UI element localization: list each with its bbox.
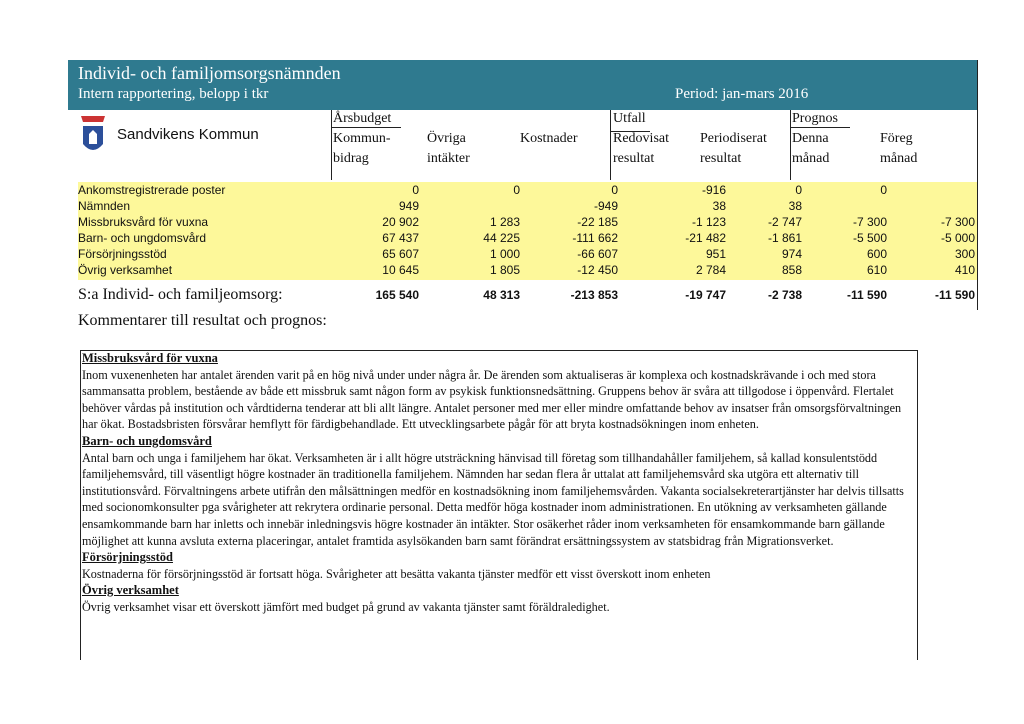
cell: 0 xyxy=(795,183,802,197)
cell: 1 805 xyxy=(489,263,520,277)
group-header: Årsbudget xyxy=(333,111,392,126)
cell: 610 xyxy=(866,263,887,277)
rule xyxy=(790,127,850,128)
section-text: Inom vuxenenheten har antalet ärenden va… xyxy=(82,367,902,432)
cell: 1 000 xyxy=(489,247,520,261)
cell: 48 313 xyxy=(483,288,520,302)
comments-box: Missbruksvård för vuxna Inom vuxenenheten… xyxy=(82,350,912,616)
period: Period: jan-mars 2016 xyxy=(675,86,809,102)
cell: -22 185 xyxy=(577,215,618,229)
cell: -1 123 xyxy=(691,215,726,229)
divider xyxy=(331,110,332,180)
divider xyxy=(977,60,978,310)
column-header: intäkter xyxy=(427,151,470,166)
cell: -2 747 xyxy=(767,215,802,229)
cell: -5 000 xyxy=(940,231,975,245)
cell: 0 xyxy=(880,183,887,197)
cell: -11 590 xyxy=(846,288,887,302)
column-header: resultat xyxy=(613,151,655,166)
cell: 600 xyxy=(866,247,887,261)
cell: 67 437 xyxy=(382,231,419,245)
row-label: Ankomstregistrerade poster xyxy=(78,183,226,197)
cell: 0 xyxy=(513,183,520,197)
column-header: månad xyxy=(880,151,918,166)
logo-name: Sandvikens Kommun xyxy=(117,126,259,143)
comments-title: Kommentarer till resultat och prognos: xyxy=(78,312,327,329)
row-label: S:a Individ- och familjeomsorg: xyxy=(78,286,283,303)
rule xyxy=(610,131,650,132)
cell: 0 xyxy=(611,183,618,197)
row-label: Försörjningsstöd xyxy=(78,247,167,261)
cell: 858 xyxy=(781,263,802,277)
cell: -21 482 xyxy=(685,231,726,245)
section-text: Kostnaderna för försörjningsstöd är fort… xyxy=(82,566,711,581)
column-header: Denna xyxy=(792,131,829,146)
cell: -12 450 xyxy=(577,263,618,277)
row-label: Missbruksvård för vuxna xyxy=(78,215,209,229)
header-bar xyxy=(68,60,978,110)
column-header: Övriga xyxy=(427,131,466,146)
section-heading: Barn- och ungdomsvård xyxy=(82,433,212,448)
section-heading: Missbruksvård för vuxna xyxy=(82,351,218,365)
subtitle: Intern rapportering, belopp i tkr xyxy=(78,86,269,102)
cell: -213 853 xyxy=(570,288,618,302)
column-header: månad xyxy=(792,151,830,166)
cell: -1 861 xyxy=(767,231,802,245)
cell: -5 500 xyxy=(852,231,887,245)
cell: 65 607 xyxy=(382,247,419,261)
section-text: Övrig verksamhet visar ett överskott jäm… xyxy=(82,599,610,614)
yellow-area xyxy=(78,182,977,280)
section-text: Antal barn och unga i familjehem har öka… xyxy=(82,450,904,548)
divider xyxy=(790,110,791,180)
column-header: bidrag xyxy=(333,151,369,166)
column-header: Kostnader xyxy=(520,131,578,146)
group-header: Prognos xyxy=(792,111,838,126)
column-header: Redovisat xyxy=(613,131,669,146)
cell: 10 645 xyxy=(382,263,419,277)
group-header: Utfall xyxy=(613,111,646,126)
cell: 949 xyxy=(398,199,419,213)
section-heading: Övrig verksamhet xyxy=(82,583,179,598)
cell: 44 225 xyxy=(483,231,520,245)
column-header: Föreg xyxy=(880,131,913,146)
cell: -66 607 xyxy=(577,247,618,261)
cell: 300 xyxy=(954,247,975,261)
title: Individ- och familjomsorgsnämnden xyxy=(78,63,341,83)
divider xyxy=(80,350,81,660)
cell: 165 540 xyxy=(375,288,419,302)
cell: 38 xyxy=(712,199,726,213)
cell: 1 283 xyxy=(489,215,520,229)
cell: -19 747 xyxy=(685,288,726,302)
cell: -7 300 xyxy=(852,215,887,229)
divider xyxy=(610,110,611,180)
cell: -916 xyxy=(701,183,726,197)
cell: -7 300 xyxy=(940,215,975,229)
rule xyxy=(80,350,917,351)
logo-icon xyxy=(81,116,105,150)
cell: 20 902 xyxy=(382,215,419,229)
column-header: Periodiserat xyxy=(700,131,767,146)
cell: -949 xyxy=(593,199,618,213)
cell: 2 784 xyxy=(695,263,726,277)
cell: 0 xyxy=(412,183,419,197)
cell: 38 xyxy=(788,199,802,213)
cell: 974 xyxy=(781,247,802,261)
cell: -2 738 xyxy=(767,288,802,302)
column-header: Kommun- xyxy=(333,131,391,146)
cell: 951 xyxy=(705,247,726,261)
rule xyxy=(331,127,401,128)
row-label: Nämnden xyxy=(78,199,131,213)
row-label: Barn- och ungdomsvård xyxy=(78,231,207,245)
section-heading: Försörjningsstöd xyxy=(82,550,173,565)
column-header: resultat xyxy=(700,151,742,166)
cell: -11 590 xyxy=(934,288,975,302)
cell: -111 662 xyxy=(572,231,618,245)
row-label: Övrig verksamhet xyxy=(78,263,173,277)
divider xyxy=(917,350,918,660)
cell: 410 xyxy=(954,263,975,277)
